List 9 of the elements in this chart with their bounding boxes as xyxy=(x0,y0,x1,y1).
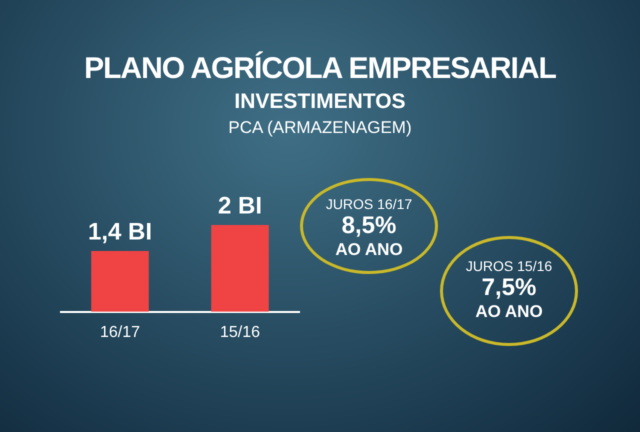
text: JUROS 16/17 8,5% AO ANO xyxy=(324,196,414,260)
chart-subtitle: INVESTIMENTOS xyxy=(233,90,407,114)
chart-title: PLANO AGRÍCOLA EMPRESARIAL xyxy=(83,52,557,86)
data-label: 1,4 BI xyxy=(88,218,152,246)
text: JUROS 15/16 7,5% AO ANO xyxy=(464,258,554,322)
x-tick-label: 16/17 xyxy=(100,324,140,341)
x-tick-label: 15/16 xyxy=(220,324,260,341)
data-label: 2 BI xyxy=(218,192,262,220)
text: PCA (ARMAZENAGEM) xyxy=(227,118,413,138)
